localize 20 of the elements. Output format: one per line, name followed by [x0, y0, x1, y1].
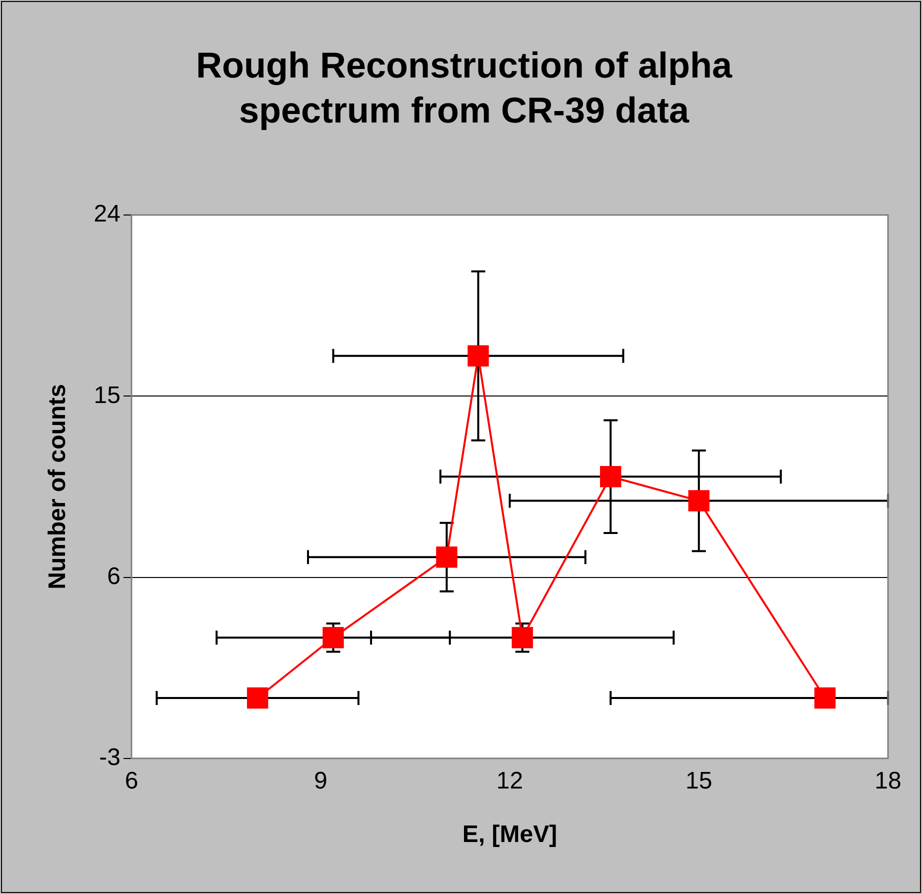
- point: [322, 627, 344, 648]
- y-tick-label: 6: [107, 562, 120, 590]
- y-tick-label: 24: [94, 200, 120, 228]
- x-axis-title: E, [MeV]: [462, 821, 558, 848]
- y-tick-label: -3: [99, 744, 120, 772]
- chart-title: Rough Reconstruction of alpha spectrum from CR-39 data: [196, 44, 733, 130]
- x-tick-label: 15: [686, 767, 712, 794]
- point: [246, 687, 268, 709]
- point: [512, 627, 533, 648]
- point: [688, 490, 710, 512]
- x-tick-label: 6: [124, 767, 138, 794]
- x-tick-label: 9: [314, 767, 328, 794]
- y-axis-title: Number of counts: [44, 384, 72, 590]
- y-tick-label: 15: [94, 382, 120, 409]
- point: [814, 687, 836, 709]
- point: [468, 345, 489, 366]
- point: [600, 466, 622, 488]
- point: [436, 546, 458, 568]
- x-tick-label: 18: [874, 767, 902, 794]
- x-tick-label: 12: [496, 767, 524, 794]
